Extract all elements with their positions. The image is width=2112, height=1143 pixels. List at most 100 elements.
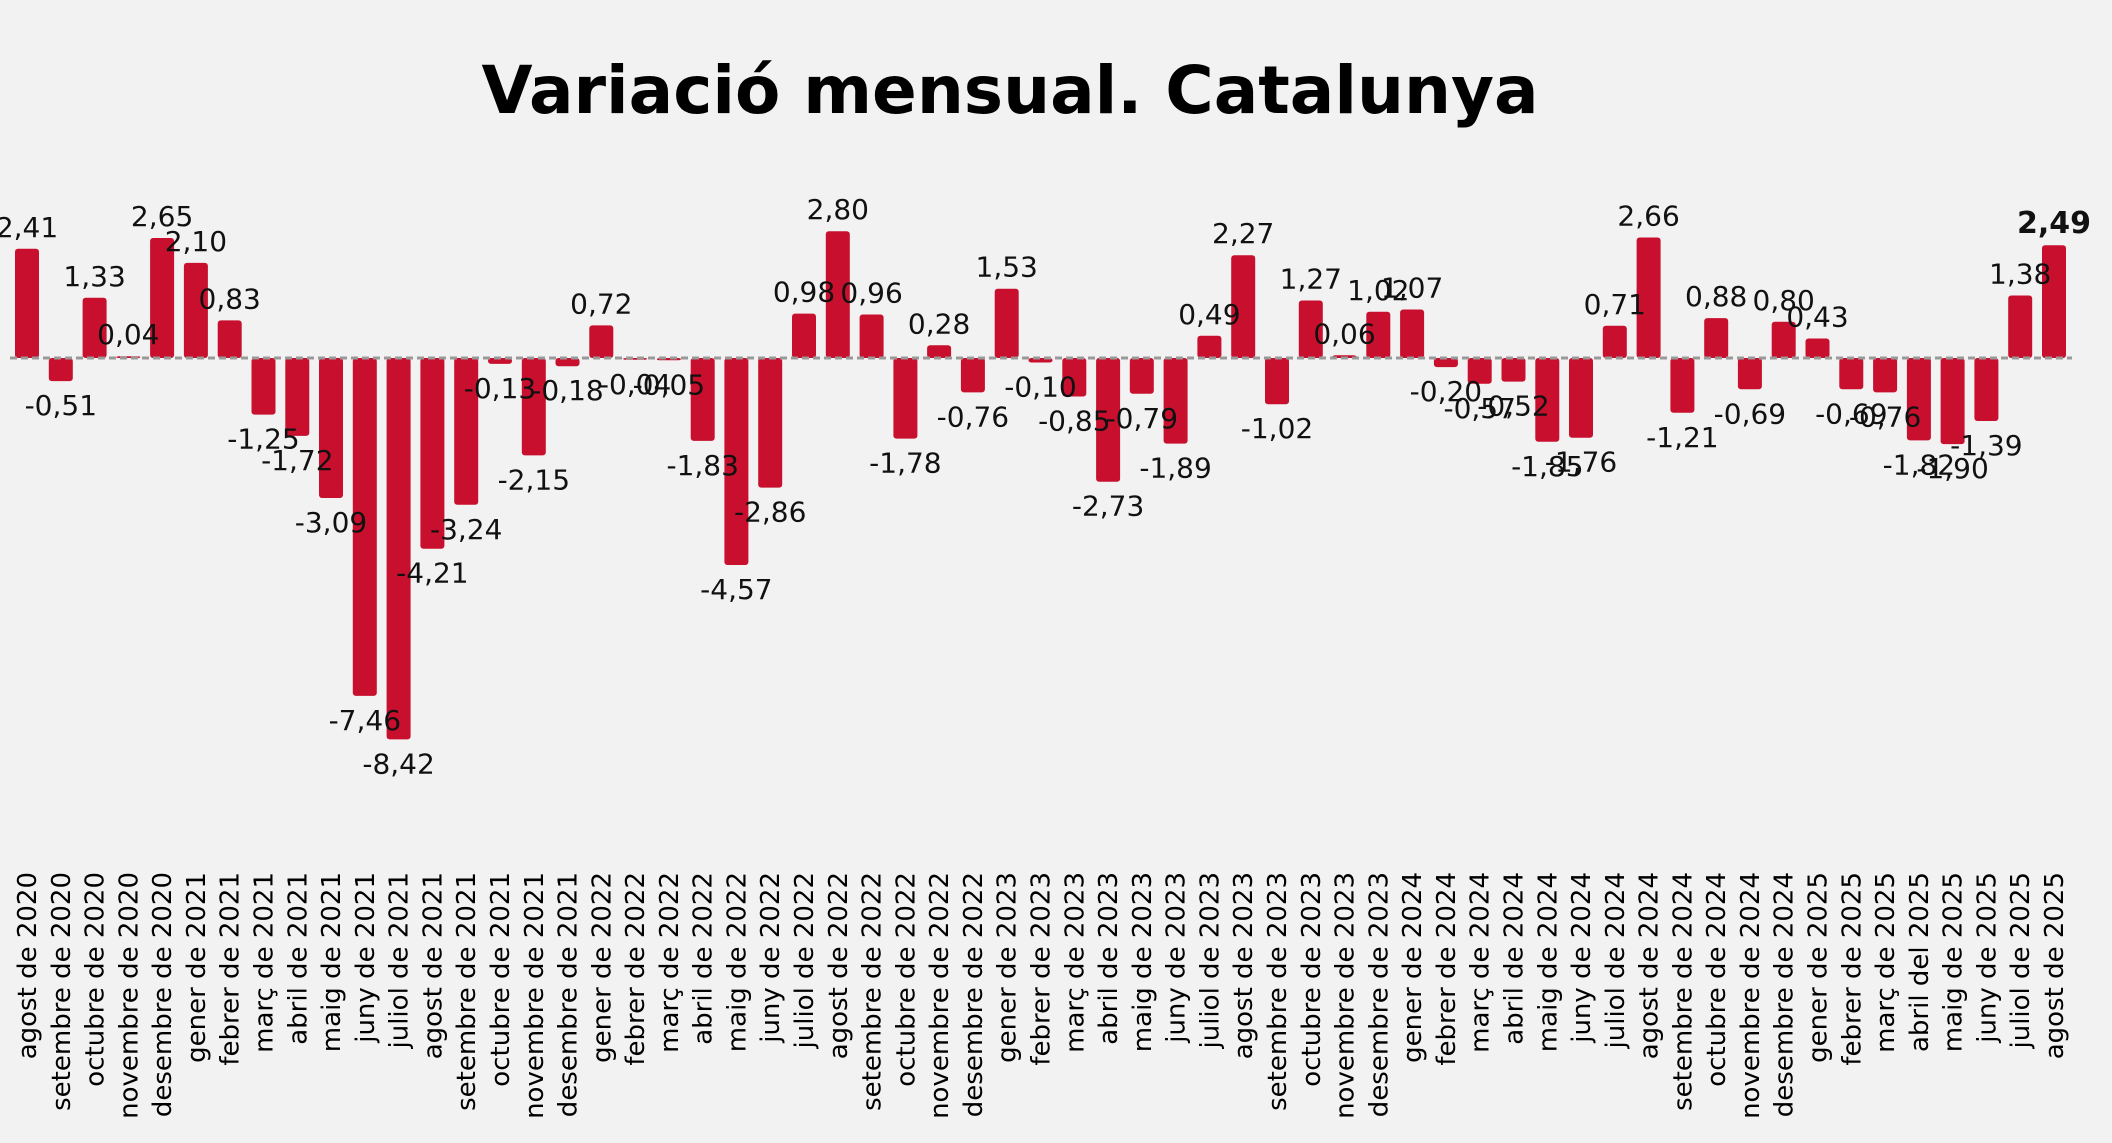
- bar: [2042, 245, 2066, 358]
- x-tick-label: juny de 2023: [1162, 872, 1192, 1044]
- data-label: -0,20: [1410, 375, 1482, 408]
- bar: [48, 358, 73, 382]
- data-label: -1,90: [1916, 452, 1988, 485]
- x-tick-label: juliol de 2023: [1195, 872, 1225, 1049]
- x-tick-label: maig de 2023: [1128, 872, 1158, 1052]
- bar: [15, 248, 39, 358]
- data-label: 2,41: [0, 211, 58, 244]
- bar: [352, 358, 377, 696]
- x-tick-label: octubre de 2022: [891, 872, 921, 1087]
- x-tick-label: desembre de 2020: [148, 872, 178, 1117]
- data-label: 0,04: [97, 318, 159, 351]
- data-label: -7,46: [329, 704, 401, 737]
- bar: [1602, 325, 1627, 358]
- x-tick-label: setembre de 2023: [1263, 872, 1293, 1111]
- bar: [758, 358, 783, 488]
- x-tick-labels-layer: agost de 2020 setembre de 2020 octubre de …: [13, 872, 2070, 1119]
- data-label: -0,10: [1004, 371, 1076, 404]
- x-tick-label: octubre de 2024: [1702, 872, 1732, 1087]
- x-tick-label: juliol de 2024: [1601, 872, 1631, 1049]
- data-label: -3,24: [430, 513, 502, 546]
- data-label: 0,06: [1313, 317, 1375, 350]
- x-tick-label: juliol de 2025: [2006, 872, 2036, 1049]
- x-tick-label: juny de 2021: [351, 872, 381, 1044]
- data-label: -1,85: [1511, 450, 1583, 483]
- data-label: 1,27: [1280, 263, 1342, 296]
- bar: [1569, 358, 1593, 438]
- bar: [420, 358, 445, 549]
- data-label: -4,21: [396, 557, 468, 590]
- bar: [1197, 335, 1222, 358]
- bar: [1400, 309, 1425, 358]
- x-tick-label: febrer de 2024: [1432, 872, 1462, 1066]
- bar: [1704, 318, 1729, 358]
- x-tick-label: desembre de 2022: [959, 872, 989, 1117]
- bar: [1366, 311, 1391, 358]
- data-label: -3,09: [295, 506, 367, 539]
- data-label: -1,83: [666, 449, 738, 482]
- data-label: -1,25: [227, 423, 299, 456]
- data-label: -2,15: [498, 463, 570, 496]
- data-label: 1,02: [1347, 274, 1409, 307]
- data-label: -1,21: [1646, 421, 1718, 454]
- x-tick-label: octubre de 2023: [1297, 872, 1327, 1087]
- data-label: -0,76: [1849, 400, 1921, 433]
- x-tick-label: novembre de 2023: [1331, 872, 1361, 1119]
- bar: [1670, 358, 1695, 413]
- x-tick-label: setembre de 2021: [452, 872, 482, 1111]
- x-tick-label: abril de 2022: [689, 872, 719, 1045]
- bar: [150, 238, 175, 358]
- x-tick-label: agost de 2022: [824, 872, 854, 1059]
- data-label: 0,98: [773, 276, 835, 309]
- x-tick-label: maig de 2025: [1939, 872, 1969, 1052]
- bar: [960, 358, 985, 393]
- bar: [792, 313, 816, 358]
- data-label: -1,78: [869, 447, 941, 480]
- data-label: 2,27: [1212, 217, 1274, 250]
- data-label: -1,02: [1241, 412, 1313, 445]
- data-label: -0,57: [1443, 392, 1515, 425]
- x-tick-label: gener de 2021: [182, 872, 212, 1063]
- data-label: 2,66: [1617, 200, 1679, 233]
- data-label: 0,49: [1178, 298, 1240, 331]
- x-tick-label: setembre de 2024: [1668, 872, 1698, 1111]
- bar: [1265, 358, 1289, 405]
- bar: [454, 358, 479, 505]
- x-tick-label: gener de 2024: [1398, 872, 1428, 1063]
- x-tick-label: novembre de 2021: [520, 872, 550, 1119]
- bar: [1839, 358, 1864, 390]
- data-label: 1,38: [1989, 258, 2051, 291]
- bar: [1467, 358, 1492, 384]
- x-tick-label: maig de 2022: [722, 872, 752, 1052]
- x-tick-label: desembre de 2024: [1770, 872, 1800, 1117]
- data-label: 2,65: [131, 200, 193, 233]
- data-label: 0,72: [570, 287, 632, 320]
- data-label: 2,80: [807, 193, 869, 226]
- x-tick-label: febrer de 2021: [216, 872, 246, 1066]
- data-labels-layer: 2,41 -0,51 1,33 0,04 2,652,10 0,83 -1,25-1,72 -…: [0, 193, 2091, 780]
- bar: [1974, 358, 1999, 421]
- bar: [690, 358, 715, 441]
- bar: [893, 358, 918, 439]
- x-tick-label: agost de 2023: [1229, 872, 1259, 1059]
- data-label: -0,51: [25, 389, 97, 422]
- x-tick-label: març de 2025: [1871, 872, 1901, 1053]
- x-tick-label: febrer de 2025: [1837, 872, 1867, 1066]
- x-tick-label: desembre de 2021: [554, 872, 584, 1117]
- x-tick-label: febrer de 2022: [621, 872, 651, 1066]
- data-label: -1,39: [1950, 429, 2022, 462]
- x-tick-label: agost de 2021: [418, 872, 448, 1059]
- x-tick-label: juliol de 2022: [790, 872, 820, 1049]
- x-tick-label: abril del 2025: [1905, 872, 1935, 1052]
- x-tick-label: juny de 2024: [1567, 872, 1597, 1044]
- x-tick-label: novembre de 2022: [925, 872, 955, 1119]
- data-label: -0,79: [1106, 402, 1178, 435]
- x-tick-label: gener de 2025: [1804, 872, 1834, 1063]
- bar: [724, 358, 749, 565]
- bar: [994, 288, 1019, 358]
- bar: [1062, 358, 1087, 397]
- x-tick-label: març de 2024: [1466, 872, 1496, 1053]
- data-label: 2,49: [2017, 206, 2091, 241]
- data-label: -2,86: [734, 496, 806, 529]
